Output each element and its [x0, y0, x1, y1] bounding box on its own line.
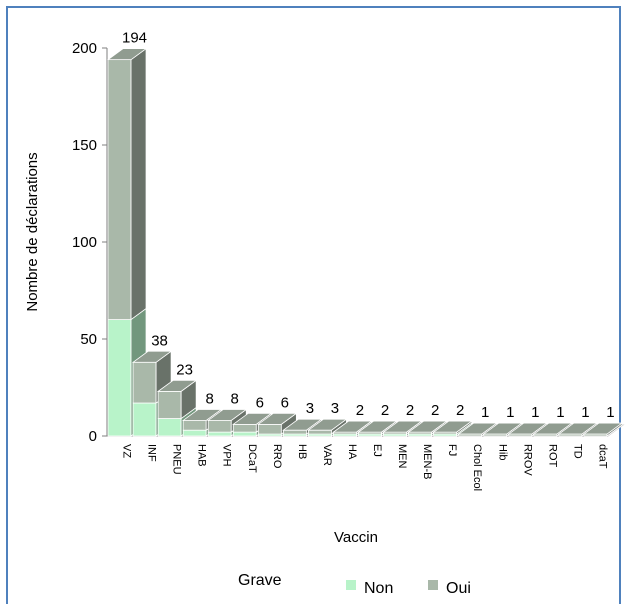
- x-axis-title: Vaccin: [334, 529, 378, 546]
- data-label: 2: [356, 402, 364, 419]
- x-tick-label: FJ: [446, 444, 458, 456]
- bar-top: [181, 409, 223, 421]
- bar-top: [206, 409, 248, 421]
- bar-top: [432, 420, 473, 433]
- y-tick-label: 0: [89, 428, 97, 445]
- x-tick-label: EJ: [371, 444, 383, 457]
- data-label: 1: [531, 404, 539, 421]
- bar-side-oui: [130, 47, 147, 321]
- bar-top: [482, 422, 524, 435]
- x-tick-label: RRO: [271, 444, 283, 469]
- bar-top: [232, 412, 273, 425]
- data-label: 1: [556, 404, 564, 421]
- y-axis-title: Nombre de déclarations: [24, 152, 41, 311]
- bar-top: [307, 418, 348, 431]
- bar-top: [507, 422, 549, 435]
- bar-top: [156, 379, 198, 392]
- x-tick-label: DCaT: [246, 444, 258, 473]
- data-label: 1: [606, 404, 614, 421]
- x-tick-label: HA: [346, 444, 358, 460]
- bar-top: [106, 48, 148, 61]
- x-tick-label: TD: [571, 444, 583, 459]
- bar-segment-non: [207, 431, 232, 437]
- y-tick-label: 100: [72, 234, 97, 251]
- bar-segment-oui: [232, 423, 257, 433]
- data-label: 2: [456, 402, 464, 419]
- x-tick-label: PNEU: [171, 444, 183, 475]
- chart-frame: [6, 6, 621, 604]
- legend-label-oui: Oui: [446, 580, 471, 597]
- x-tick-label: VAR: [321, 444, 333, 466]
- data-label: 3: [306, 400, 314, 417]
- x-tick-label: Hib: [496, 444, 508, 461]
- y-tick-label: 150: [72, 137, 97, 154]
- bar-top: [532, 422, 574, 435]
- x-tick-label: dcaT: [596, 444, 608, 469]
- bar-segment-oui: [182, 420, 207, 431]
- x-tick-label: MEN: [396, 444, 408, 469]
- bar-segment-non: [232, 431, 257, 437]
- bar-top: [557, 422, 599, 435]
- bar-top: [282, 418, 323, 431]
- legend-swatch-oui: [428, 580, 438, 590]
- bar-top: [382, 420, 423, 433]
- bar-segment-oui: [282, 429, 307, 435]
- x-tick-label: VZ: [121, 444, 133, 458]
- data-label: 23: [176, 361, 193, 378]
- data-label: 194: [122, 30, 147, 47]
- legend-swatch-non: [346, 580, 356, 590]
- y-tick-label: 50: [80, 331, 97, 348]
- bar-top: [457, 422, 498, 435]
- bar-top: [582, 422, 624, 435]
- x-tick-label: Chol Ecol: [471, 444, 483, 491]
- data-label: 2: [431, 402, 439, 419]
- legend-title: Grave: [238, 572, 282, 589]
- bar-top: [257, 412, 298, 425]
- data-label: 6: [281, 394, 289, 411]
- data-label: 38: [151, 332, 168, 349]
- data-label: 2: [381, 402, 389, 419]
- data-label: 1: [506, 404, 514, 421]
- bar-top: [332, 420, 373, 433]
- bar-segment-non: [132, 402, 157, 437]
- data-label: 2: [406, 402, 414, 419]
- x-tick-label: ROT: [546, 444, 558, 468]
- data-label: 1: [481, 404, 489, 421]
- bar-top: [407, 420, 448, 433]
- bar-segment-oui: [308, 429, 332, 435]
- bar-top: [357, 420, 398, 433]
- data-label: 8: [206, 390, 214, 407]
- bar-segment-oui: [257, 423, 282, 435]
- data-label: 1: [581, 404, 589, 421]
- x-tick-label: RROV: [521, 444, 533, 476]
- bar-segment-oui: [107, 59, 132, 320]
- legend-label-non: Non: [364, 580, 393, 597]
- data-label: 6: [256, 394, 264, 411]
- bar-segment-non: [157, 418, 182, 437]
- y-tick-label: 200: [72, 40, 97, 57]
- data-label: 8: [231, 390, 239, 407]
- bar-segment-non: [182, 429, 207, 437]
- data-label: 3: [331, 400, 339, 417]
- bar-segment-oui: [207, 420, 232, 433]
- x-tick-label: HAB: [196, 444, 208, 467]
- bar-segment-oui: [132, 361, 157, 404]
- bar-top: [131, 350, 173, 363]
- bar-segment-non: [107, 319, 132, 437]
- x-tick-label: HB: [296, 444, 308, 459]
- bar-segment-oui: [157, 390, 182, 419]
- x-tick-label: MEN-B: [421, 444, 433, 479]
- x-tick-label: INF: [146, 444, 158, 462]
- x-tick-label: VPH: [221, 444, 233, 467]
